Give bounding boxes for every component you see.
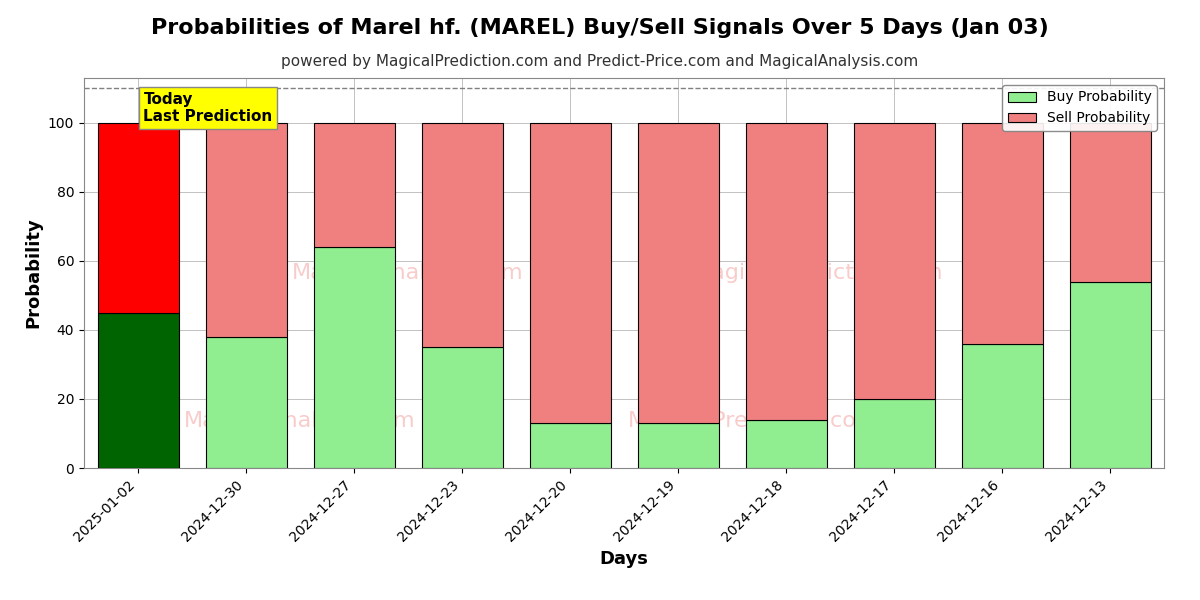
- Text: MagicalPrediction.com: MagicalPrediction.com: [629, 411, 878, 431]
- Bar: [205, 337, 287, 468]
- Y-axis label: Probability: Probability: [24, 218, 42, 328]
- Bar: [97, 313, 179, 468]
- Text: MagicalAnalysis.com: MagicalAnalysis.com: [184, 411, 416, 431]
- Text: Today
Last Prediction: Today Last Prediction: [144, 92, 272, 124]
- Legend: Buy Probability, Sell Probability: Buy Probability, Sell Probability: [1002, 85, 1157, 131]
- Bar: [313, 247, 395, 468]
- Bar: [97, 123, 179, 313]
- Text: MagicalAnalysis.com: MagicalAnalysis.com: [292, 263, 524, 283]
- Bar: [1069, 123, 1151, 281]
- Bar: [421, 123, 503, 347]
- Bar: [1069, 281, 1151, 468]
- Bar: [421, 347, 503, 468]
- Bar: [961, 344, 1043, 468]
- Text: Probabilities of Marel hf. (MAREL) Buy/Sell Signals Over 5 Days (Jan 03): Probabilities of Marel hf. (MAREL) Buy/S…: [151, 18, 1049, 38]
- Bar: [313, 123, 395, 247]
- Bar: [529, 123, 611, 423]
- Bar: [745, 419, 827, 468]
- Bar: [529, 423, 611, 468]
- Text: MagicalPrediction.com: MagicalPrediction.com: [694, 263, 943, 283]
- Bar: [637, 123, 719, 423]
- Bar: [745, 123, 827, 419]
- Bar: [853, 123, 935, 399]
- Bar: [637, 423, 719, 468]
- Bar: [853, 399, 935, 468]
- Bar: [961, 123, 1043, 344]
- Bar: [205, 123, 287, 337]
- X-axis label: Days: Days: [600, 550, 648, 568]
- Text: powered by MagicalPrediction.com and Predict-Price.com and MagicalAnalysis.com: powered by MagicalPrediction.com and Pre…: [281, 54, 919, 69]
